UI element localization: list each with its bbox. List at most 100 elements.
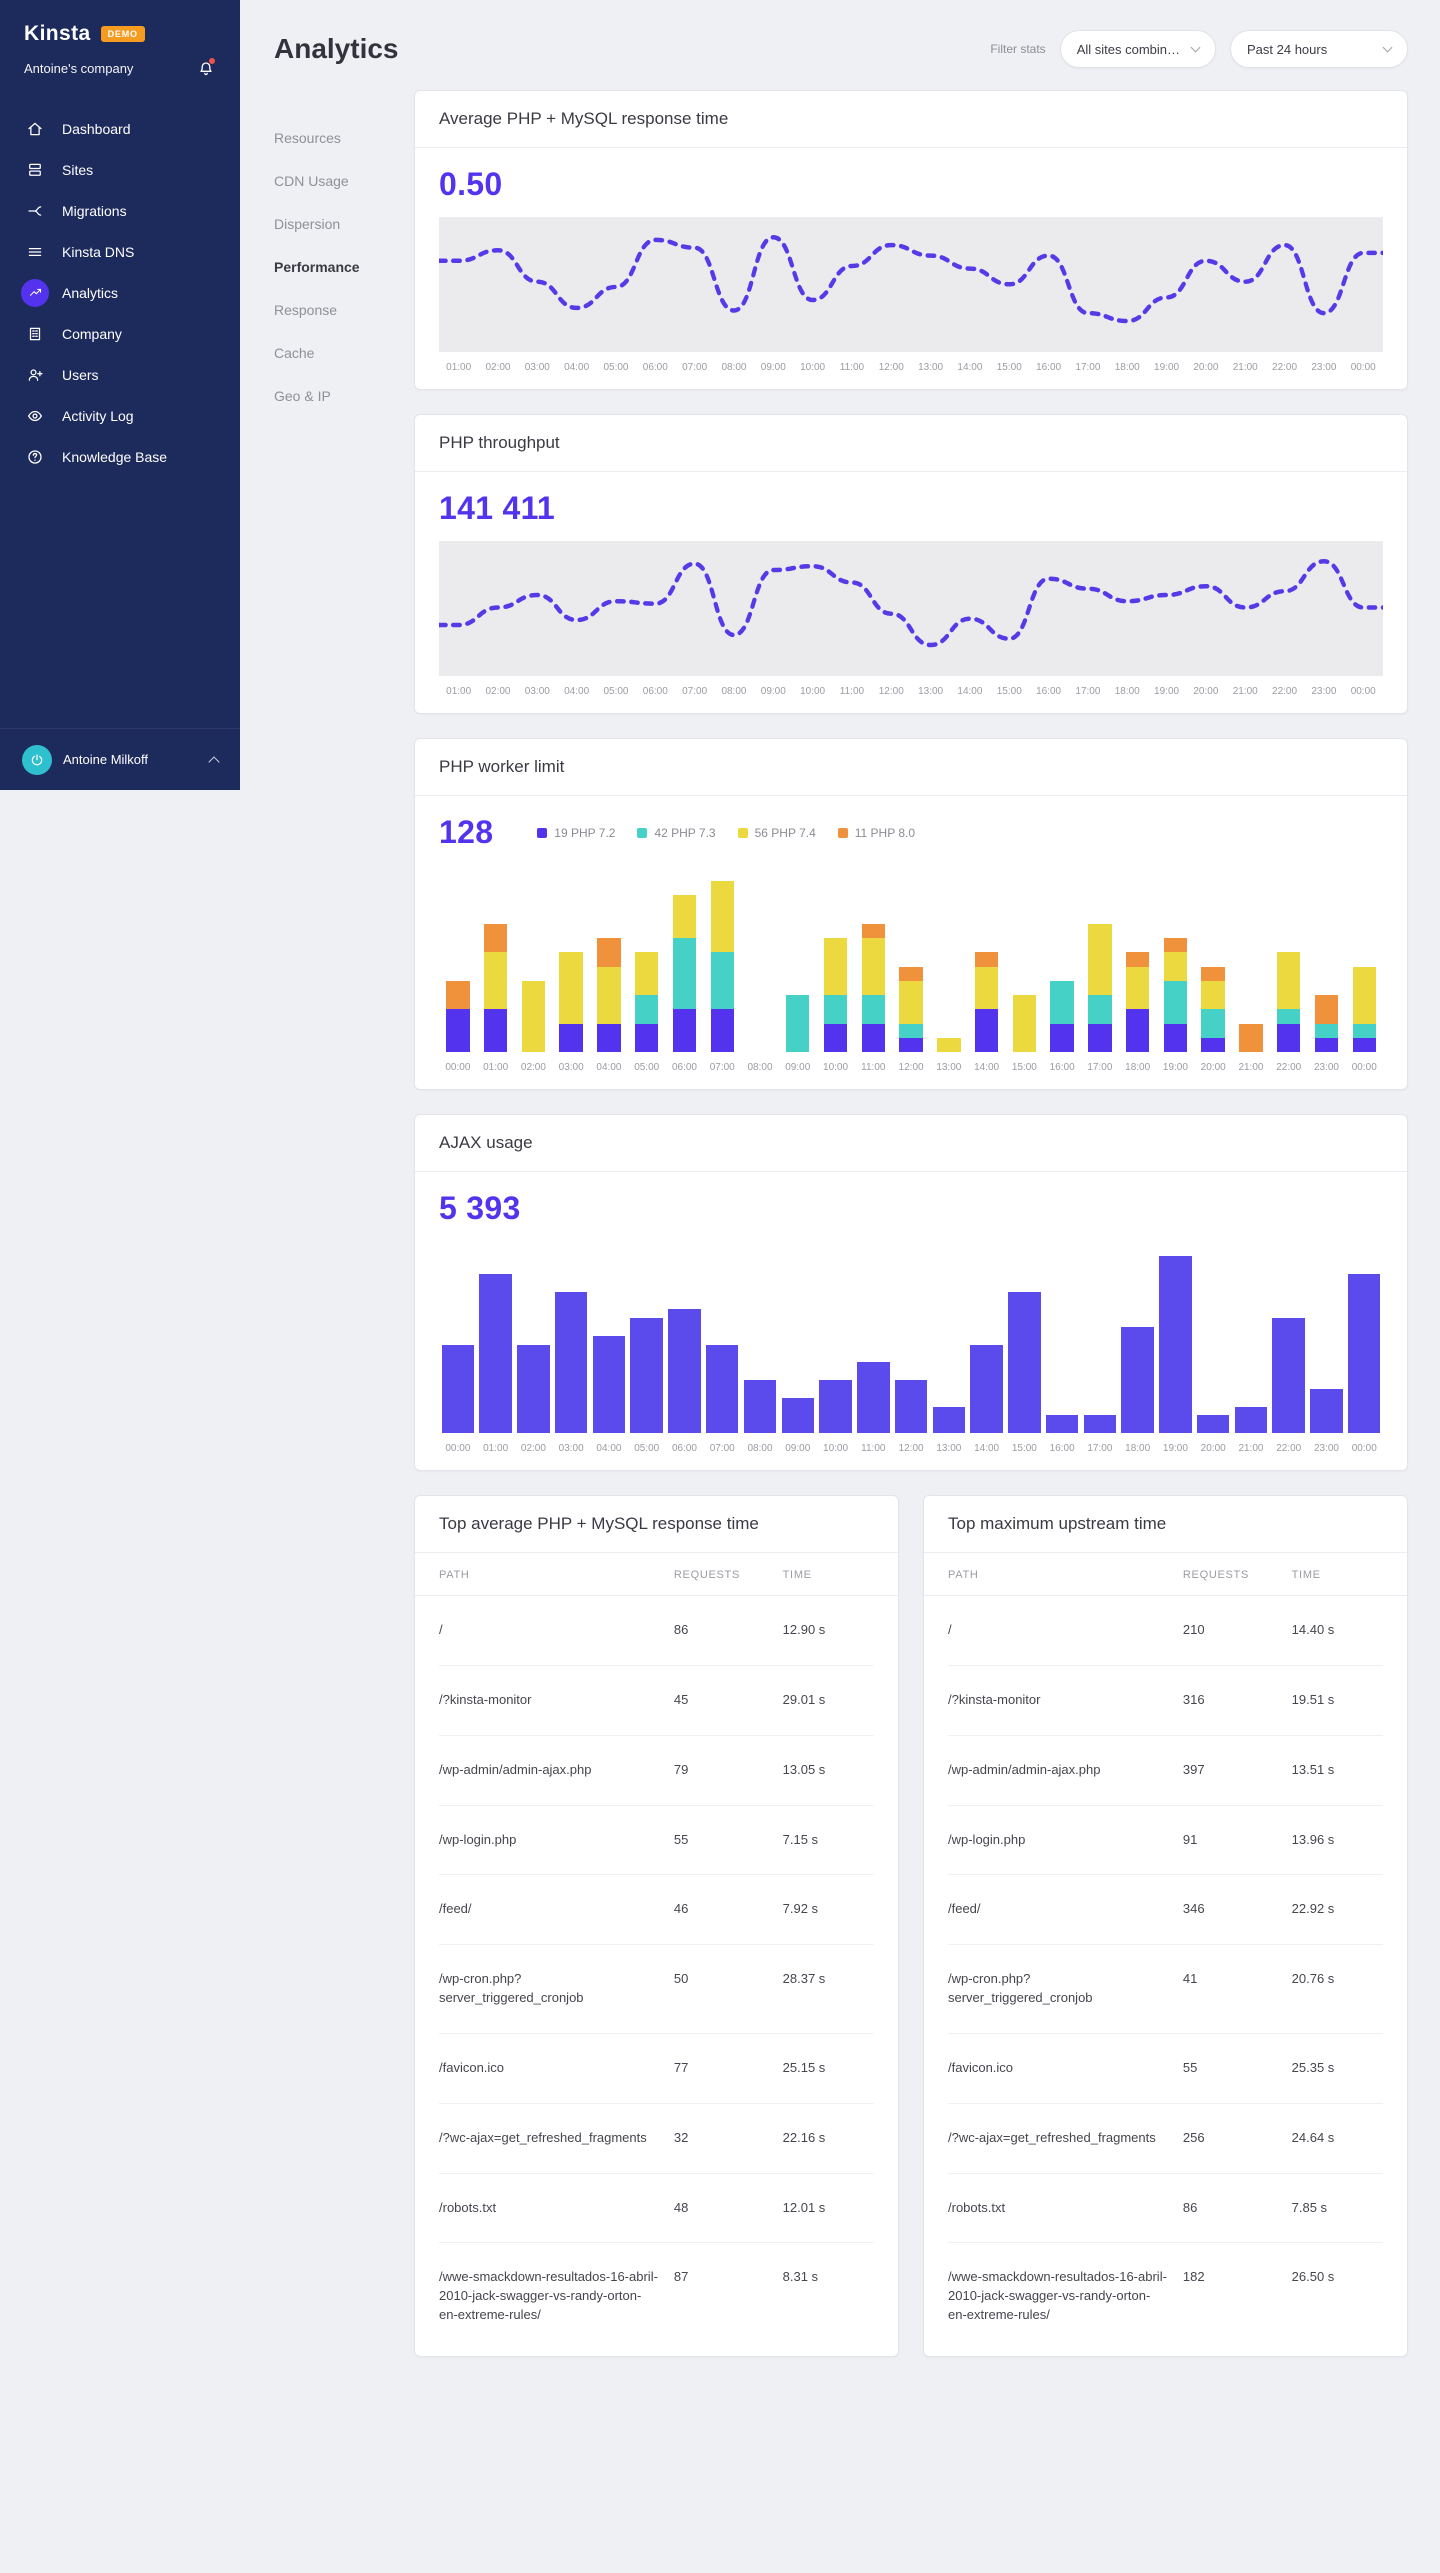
chevron-down-icon [1382, 42, 1393, 53]
bar-segment [823, 1023, 848, 1052]
site-filter-value: All sites combin… [1076, 41, 1180, 57]
subnav-item-resources[interactable]: Resources [274, 130, 341, 146]
x-tick-label: 04:00 [564, 686, 590, 697]
legend-label: 56 PHP 7.4 [754, 825, 816, 840]
subnav-item-cache[interactable]: Cache [274, 345, 315, 361]
x-tick-label: 16:00 [1036, 362, 1062, 373]
company-name[interactable]: Antoine's company [24, 60, 134, 76]
x-tick-label: 02:00 [520, 1062, 546, 1073]
notification-dot [209, 58, 215, 64]
legend-label: 42 PHP 7.3 [654, 825, 716, 840]
table-row: /?wc-ajax=get_refreshed_fragments 32 22.16… [439, 2104, 874, 2174]
bar-segment [635, 995, 659, 1024]
sidebar-item-dashboard[interactable]: Dashboard [0, 108, 240, 149]
requests-cell: 32 [673, 2129, 689, 2145]
x-tick-label: 19:00 [1162, 1062, 1188, 1073]
table-header-row: PATH REQUESTS TIME [924, 1553, 1407, 1596]
bar-segment [1050, 1023, 1074, 1052]
bar-segment [1125, 1009, 1150, 1052]
sidebar-item-migrations[interactable]: Migrations [0, 190, 240, 231]
x-tick-label: 16:00 [1036, 686, 1062, 697]
bar [741, 1243, 779, 1433]
sites-icon [21, 156, 49, 184]
sidebar-item-activity-log[interactable]: Activity Log [0, 395, 240, 436]
requests-cell: 46 [673, 1901, 689, 1917]
legend-swatch [637, 827, 648, 838]
column-header-time: TIME [1291, 1569, 1321, 1581]
x-tick-label: 10:00 [800, 362, 826, 373]
bar-segment [786, 995, 810, 1052]
demo-badge: DEMO [100, 26, 145, 42]
user-plus-icon [21, 361, 49, 389]
x-tick-label: 19:00 [1154, 686, 1180, 697]
bar-segment [861, 923, 885, 939]
x-tick-label: 10:00 [823, 1443, 849, 1454]
x-tick-label: 08:00 [721, 686, 747, 697]
stacked-bar [741, 867, 779, 1052]
table-header-row: PATH REQUESTS TIME [415, 1553, 898, 1596]
response-time-value: 0.50 [439, 166, 503, 202]
legend-item-11-php-8-0: 11 PHP 8.0 [837, 826, 915, 840]
sidebar-item-users[interactable]: Users [0, 354, 240, 395]
bar-segment [483, 923, 508, 953]
sidebar-item-analytics[interactable]: Analytics [0, 272, 240, 313]
bar [703, 1243, 741, 1433]
bar-segment [597, 938, 621, 967]
bar-segment [446, 1009, 470, 1052]
time-range-select[interactable]: Past 24 hours [1230, 30, 1408, 68]
column-header-requests: REQUESTS [1182, 1569, 1250, 1581]
path-cell: /wp-login.php [948, 1831, 1026, 1847]
user-menu[interactable]: Antoine Milkoff [0, 728, 240, 790]
sidebar-item-label: Dashboard [62, 120, 131, 137]
subnav-item-performance[interactable]: Performance [274, 259, 360, 275]
sidebar-item-knowledge-base[interactable]: Knowledge Base [0, 436, 240, 477]
stacked-bar [779, 867, 817, 1052]
bar-segment [635, 952, 659, 995]
x-tick-label: 20:00 [1193, 362, 1219, 373]
x-tick-label: 14:00 [957, 362, 983, 373]
site-filter-select[interactable]: All sites combin… [1059, 30, 1216, 68]
sidebar-item-label: Activity Log [62, 407, 134, 424]
sidebar-item-sites[interactable]: Sites [0, 149, 240, 190]
home-icon [21, 115, 49, 143]
x-tick-label: 16:00 [1049, 1062, 1075, 1073]
bar-segment [899, 1023, 923, 1038]
x-tick-label: 05:00 [603, 362, 629, 373]
requests-cell: 45 [673, 1691, 689, 1707]
time-cell: 7.15 s [782, 1831, 819, 1847]
bar-segment [483, 952, 508, 1010]
path-cell: /robots.txt [439, 2199, 497, 2215]
subnav-item-dispersion[interactable]: Dispersion [274, 216, 341, 232]
worker-stacked-bar-chart [439, 867, 1383, 1052]
time-cell: 13.96 s [1291, 1831, 1335, 1847]
x-tick-label: 09:00 [760, 686, 786, 697]
notifications-bell-icon[interactable] [196, 58, 216, 78]
sidebar-item-label: Migrations [62, 202, 127, 219]
subnav-item-geo-ip[interactable]: Geo & IP [274, 388, 331, 404]
sidebar-item-company[interactable]: Company [0, 313, 240, 354]
card-title: PHP worker limit [439, 757, 565, 776]
stacked-bar [968, 867, 1006, 1052]
x-tick-label: 01:00 [446, 686, 472, 697]
x-tick-label: 00:00 [1351, 1443, 1377, 1454]
subnav-item-response[interactable]: Response [274, 302, 338, 318]
x-tick-label: 07:00 [682, 686, 708, 697]
sidebar-item-kinsta-dns[interactable]: Kinsta DNS [0, 231, 240, 272]
x-tick-label: 03:00 [524, 686, 550, 697]
x-tick-label: 02:00 [485, 686, 511, 697]
time-cell: 13.05 s [782, 1761, 826, 1777]
time-cell: 25.15 s [782, 2059, 826, 2075]
path-cell: /feed/ [439, 1901, 472, 1917]
x-tick-label: 21:00 [1238, 1062, 1264, 1073]
subnav-item-cdn-usage[interactable]: CDN Usage [274, 173, 349, 189]
x-tick-label: 11:00 [839, 362, 865, 373]
stacked-bar [1043, 867, 1081, 1052]
x-tick-label: 15:00 [1011, 1062, 1037, 1073]
x-tick-label: 15:00 [1011, 1443, 1037, 1454]
bar [1345, 1243, 1383, 1433]
x-axis-labels: 01:00 02:00 03:00 04:00 05:00 06:00 07:00 08:00… [439, 686, 1383, 697]
requests-cell: 50 [673, 1971, 689, 1987]
stacked-bar [439, 867, 477, 1052]
x-tick-label: 10:00 [823, 1062, 849, 1073]
stacked-bar [666, 867, 704, 1052]
